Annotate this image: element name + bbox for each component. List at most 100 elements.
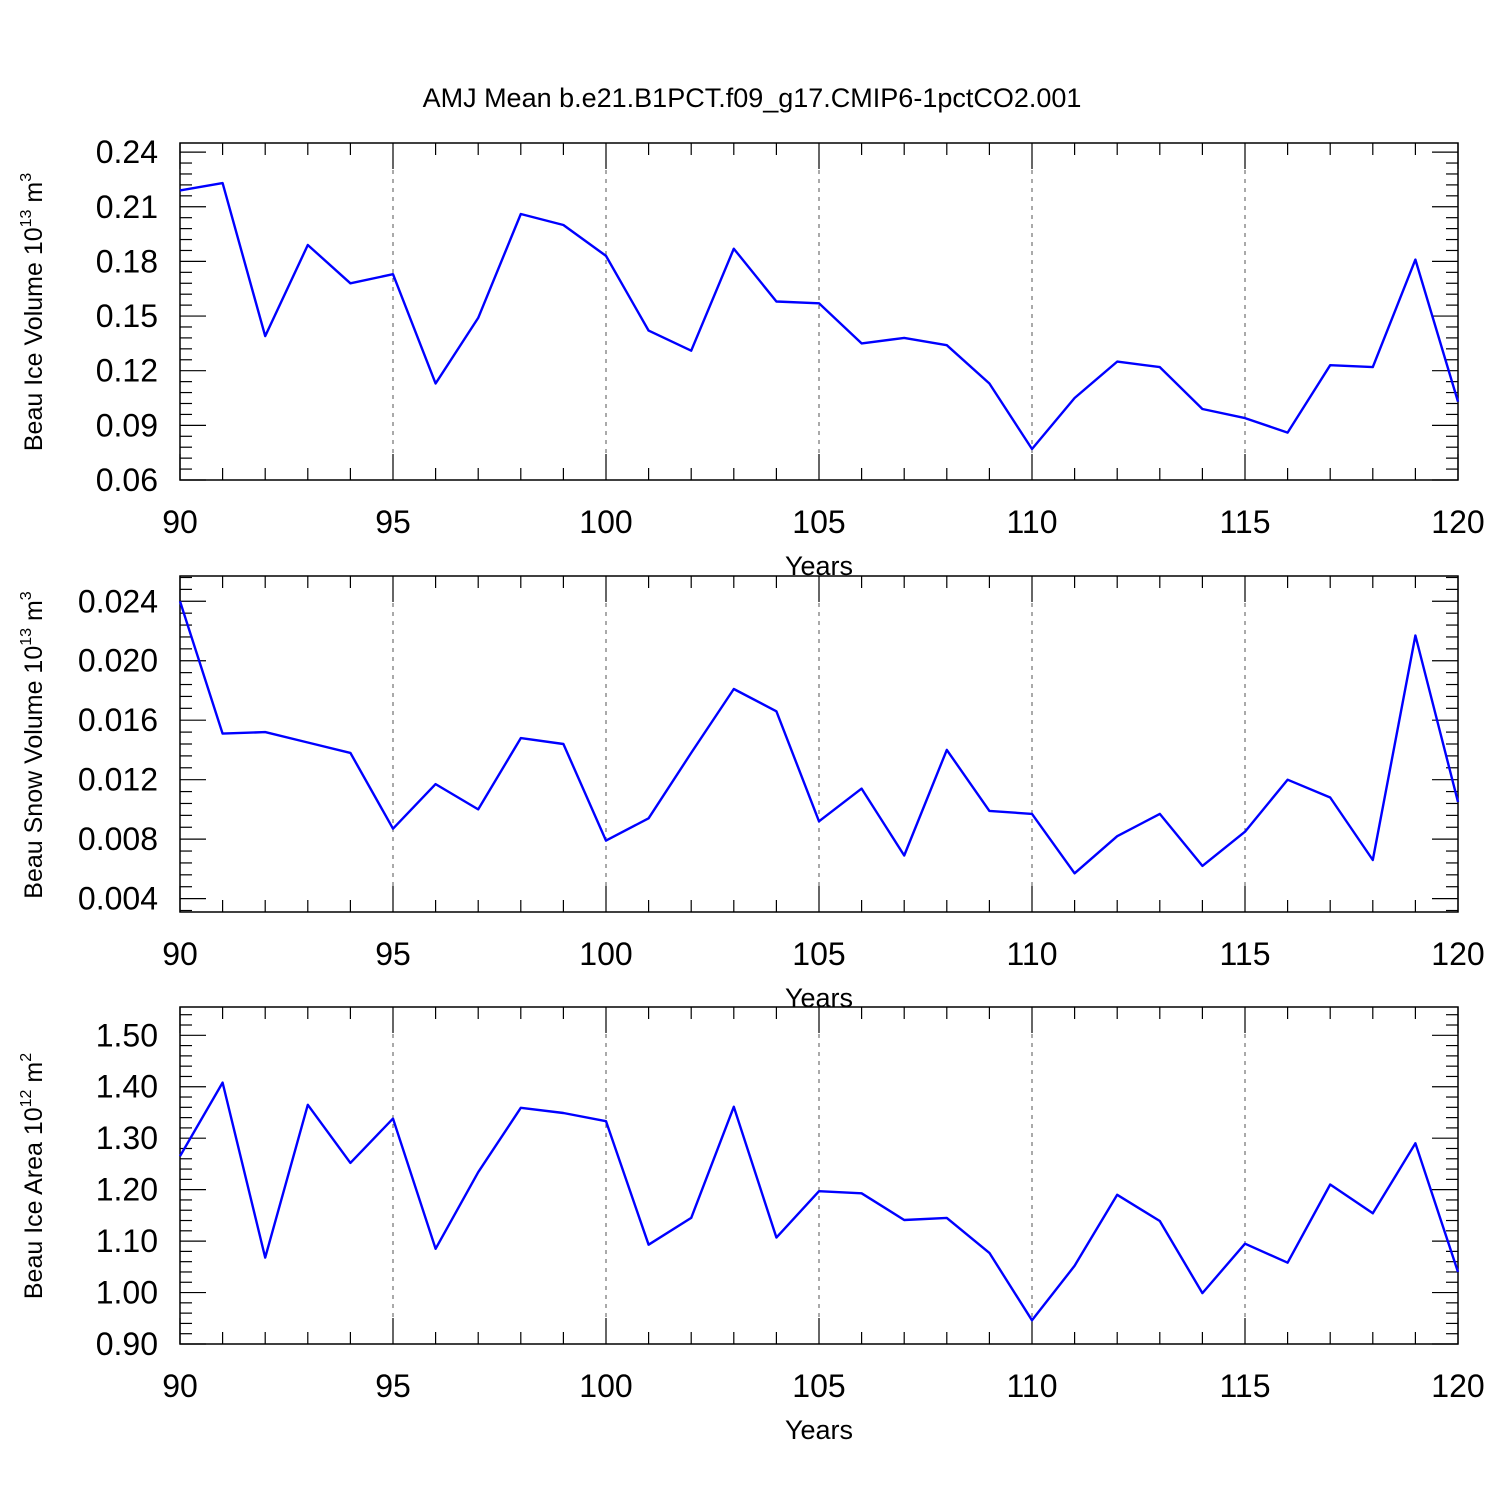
data-point xyxy=(604,1119,608,1123)
data-point xyxy=(902,1218,906,1222)
x-tick-label: 100 xyxy=(579,1368,632,1404)
data-point xyxy=(348,1161,352,1165)
data-point xyxy=(1371,1211,1375,1215)
data-point xyxy=(476,807,480,811)
y-tick-label: 0.09 xyxy=(96,407,158,443)
y-tick-label: 0.06 xyxy=(96,462,158,498)
plot-frame xyxy=(179,142,1459,481)
data-point xyxy=(1200,1291,1204,1295)
y-axis-title-unit-exp: 3 xyxy=(18,173,35,182)
y-axis-title-unit: m xyxy=(20,182,48,210)
data-point xyxy=(1456,400,1460,404)
data-point xyxy=(519,736,523,740)
y-axis-title-main: Beau Ice Volume 10 xyxy=(20,227,48,451)
data-point xyxy=(1030,812,1034,816)
data-point xyxy=(774,709,778,713)
data-point xyxy=(1413,633,1417,637)
data-point xyxy=(647,329,651,333)
data-point xyxy=(476,316,480,320)
series-line xyxy=(178,1081,1460,1322)
data-point xyxy=(1286,778,1290,782)
data-point xyxy=(306,1103,310,1107)
y-axis-title-exp: 12 xyxy=(18,1089,35,1107)
data-point xyxy=(860,787,864,791)
y-axis-title: Beau Ice Area 1012 m2 xyxy=(18,1053,48,1299)
data-point xyxy=(774,299,778,303)
data-point xyxy=(221,732,225,736)
y-tick-label: 0.008 xyxy=(78,821,158,857)
data-point xyxy=(1328,363,1332,367)
y-tick-label: 1.20 xyxy=(96,1172,158,1208)
panel-3: 90 95 100 105 110 115 120 0.90 1.00 1.10 1.20 1.30 1… xyxy=(18,1006,1485,1445)
data-point xyxy=(391,827,395,831)
data-point xyxy=(817,1189,821,1193)
data-point xyxy=(519,212,523,216)
data-point xyxy=(1456,1270,1460,1274)
data-point xyxy=(1413,1141,1417,1145)
data-point xyxy=(306,741,310,745)
data-point xyxy=(1371,858,1375,862)
data-point xyxy=(1243,830,1247,834)
y-tick-label: 0.21 xyxy=(96,189,158,225)
data-point xyxy=(860,341,864,345)
data-point xyxy=(263,334,267,338)
data-point xyxy=(902,854,906,858)
data-point xyxy=(476,1170,480,1174)
data-point xyxy=(774,1235,778,1239)
x-tick-label: 90 xyxy=(162,1368,198,1404)
x-tick-label: 110 xyxy=(1006,504,1057,540)
figure-title: AMJ Mean b.e21.B1PCT.f09_g17.CMIP6-1pctC… xyxy=(423,83,1082,113)
x-tick-label: 115 xyxy=(1219,1368,1270,1404)
y-tick-label: 1.30 xyxy=(96,1120,158,1156)
data-point xyxy=(178,599,182,603)
x-tick-label: 105 xyxy=(792,1368,845,1404)
data-point xyxy=(1030,1318,1034,1322)
x-tick-label: 110 xyxy=(1006,936,1057,972)
data-point xyxy=(1243,1242,1247,1246)
data-point xyxy=(263,1256,267,1260)
y-axis-title-main: Beau Snow Volume 10 xyxy=(20,646,48,899)
panel-1: 90 95 100 105 110 115 120 0.06 0.09 0.12 0.15 0.18 0… xyxy=(18,134,1485,581)
y-tick-label: 1.10 xyxy=(96,1223,158,1259)
data-point xyxy=(860,1191,864,1195)
data-point xyxy=(1158,365,1162,369)
data-point xyxy=(732,1105,736,1109)
y-tick-label: 1.00 xyxy=(96,1275,158,1311)
data-point xyxy=(1073,1264,1077,1268)
data-point xyxy=(1243,416,1247,420)
data-point xyxy=(945,343,949,347)
data-point xyxy=(689,349,693,353)
data-point xyxy=(1328,1183,1332,1187)
y-tick-label: 1.40 xyxy=(96,1069,158,1105)
data-point xyxy=(561,742,565,746)
x-tick-label: 115 xyxy=(1219,936,1270,972)
x-tick-label: 120 xyxy=(1431,504,1484,540)
y-axis-title-exp: 13 xyxy=(18,628,35,646)
x-tick-label: 105 xyxy=(792,936,845,972)
x-tick-label: 90 xyxy=(162,504,198,540)
y-axis-title-main: Beau Ice Area 10 xyxy=(20,1107,48,1299)
y-axis-title-unit-exp: 3 xyxy=(18,591,35,600)
data-point xyxy=(817,301,821,305)
data-point xyxy=(1030,447,1034,451)
data-point xyxy=(1200,864,1204,868)
data-point xyxy=(519,1106,523,1110)
data-point xyxy=(732,687,736,691)
x-axis-title: Years xyxy=(785,1415,853,1445)
series-line xyxy=(178,600,1460,875)
data-point xyxy=(1158,812,1162,816)
data-point xyxy=(1073,396,1077,400)
y-tick-label: 0.024 xyxy=(78,583,158,619)
y-tick-label: 0.016 xyxy=(78,702,158,738)
panel-2: 90 95 100 105 110 115 120 0.004 0.008 0.012 0.016 0… xyxy=(18,575,1485,1013)
y-tick-label: 0.012 xyxy=(78,762,158,798)
data-point xyxy=(561,223,565,227)
x-tick-label: 110 xyxy=(1006,1368,1057,1404)
x-tick-label: 90 xyxy=(162,936,198,972)
data-point xyxy=(945,748,949,752)
x-tick-label: 120 xyxy=(1431,936,1484,972)
data-point xyxy=(987,381,991,385)
data-point xyxy=(604,839,608,843)
data-point xyxy=(391,1117,395,1121)
data-point xyxy=(1371,365,1375,369)
